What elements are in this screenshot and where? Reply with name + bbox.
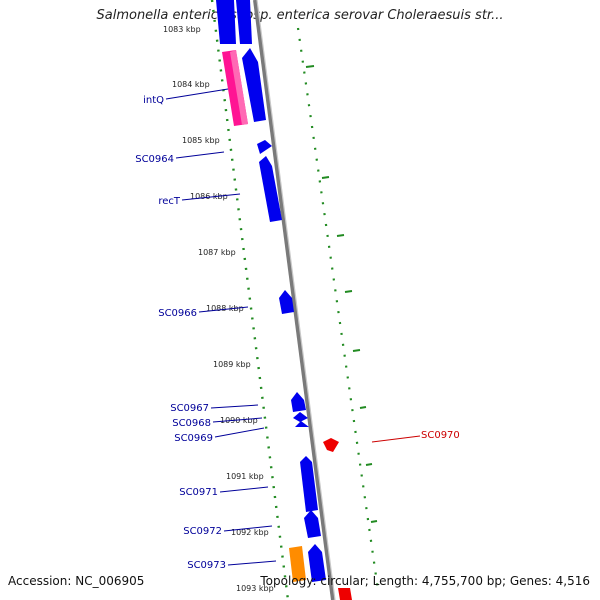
gene-feature[interactable] xyxy=(308,544,326,582)
kbp-label: 1083 kbp xyxy=(163,25,201,34)
rrna-feature-sc0973[interactable] xyxy=(289,546,306,582)
gene-label-sc0971[interactable]: SC0971 xyxy=(179,487,218,498)
accession-label: Accession: NC_006905 xyxy=(8,574,145,588)
gene-label-sc0973[interactable]: SC0973 xyxy=(187,560,226,571)
gene-feature-intq-arrow[interactable] xyxy=(242,48,266,122)
kbp-scale: 1083 kbp 1084 kbp 1085 kbp 1086 kbp 1087… xyxy=(163,25,274,593)
kbp-label: 1087 kbp xyxy=(198,248,236,257)
gene-label-leaders xyxy=(165,88,421,566)
gene-feature-rect[interactable] xyxy=(259,156,282,222)
kbp-label: 1092 kbp xyxy=(231,528,269,537)
gene-feature-sc0969[interactable] xyxy=(295,421,309,427)
kbp-label: 1085 kbp xyxy=(182,136,220,145)
gene-label-sc0969[interactable]: SC0969 xyxy=(174,433,213,444)
gene-feature[interactable] xyxy=(236,0,252,44)
kbp-label: 1089 kbp xyxy=(213,360,251,369)
gene-feature-sc0966[interactable] xyxy=(279,290,294,314)
kbp-label: 1086 kbp xyxy=(190,192,228,201)
right-tick-marks xyxy=(305,65,378,523)
kbp-label: 1088 kbp xyxy=(206,304,244,313)
gene-label-sc0968[interactable]: SC0968 xyxy=(172,418,211,429)
gene-feature-sc0964[interactable] xyxy=(257,140,272,154)
gene-labels: intQ SC0964 recT SC0966 SC0967 SC0968 SC… xyxy=(135,95,460,571)
kbp-label: 1091 kbp xyxy=(226,472,264,481)
gene-label-intq[interactable]: intQ xyxy=(143,95,164,106)
kbp-label: 1090 kbp xyxy=(220,416,258,425)
gene-label-rect[interactable]: recT xyxy=(158,196,181,207)
right-tick-ring xyxy=(296,27,380,591)
gene-feature[interactable] xyxy=(338,588,352,600)
gene-label-sc0972[interactable]: SC0972 xyxy=(183,526,222,537)
gene-feature[interactable] xyxy=(216,0,236,44)
gene-feature-sc0972[interactable] xyxy=(304,510,321,538)
gene-feature-sc0971[interactable] xyxy=(300,456,318,512)
gene-feature-sc0967[interactable] xyxy=(291,392,306,412)
backbone-highlight xyxy=(256,0,336,600)
kbp-label: 1093 kbp xyxy=(236,584,274,593)
gene-label-sc0970[interactable]: SC0970 xyxy=(421,430,460,441)
gene-label-sc0966[interactable]: SC0966 xyxy=(158,308,197,319)
gene-label-sc0967[interactable]: SC0967 xyxy=(170,403,209,414)
genome-backbone xyxy=(253,0,335,600)
trna-feature-intq[interactable] xyxy=(222,50,248,126)
map-title: Salmonella enterica subsp. enterica sero… xyxy=(96,8,504,23)
topology-label: Topology: circular; Length: 4,755,700 bp… xyxy=(260,574,590,588)
left-tick-ring xyxy=(210,0,290,600)
gene-feature-sc0970[interactable] xyxy=(323,438,339,452)
gene-feature-sc0968[interactable] xyxy=(293,412,308,422)
gene-label-sc0964[interactable]: SC0964 xyxy=(135,154,174,165)
kbp-label: 1084 kbp xyxy=(172,80,210,89)
